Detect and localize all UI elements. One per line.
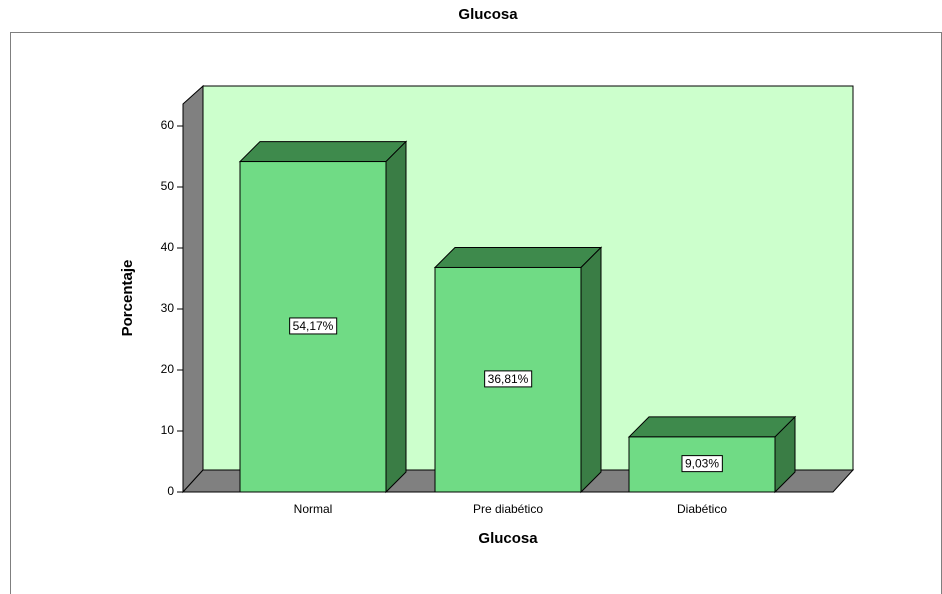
chart-title: Glucosa [458, 6, 518, 23]
bar-side [385, 140, 407, 494]
y-tick-label: 30 [161, 301, 175, 315]
x-tick-label: Pre diabético [473, 502, 543, 516]
bar-top [627, 416, 797, 438]
x-tick-label: Diabético [677, 502, 727, 516]
bar-top [433, 246, 603, 268]
bar-top [238, 141, 408, 163]
y-tick-label: 40 [161, 240, 175, 254]
side-wall [182, 84, 204, 494]
bar [434, 266, 582, 493]
value-label: 54,17% [293, 319, 334, 333]
y-tick-label: 60 [161, 118, 175, 132]
value-label-box [484, 370, 533, 388]
value-label-box [289, 317, 338, 335]
y-tick-label: 50 [161, 179, 175, 193]
value-label: 9,03% [685, 457, 719, 471]
bar-side [580, 246, 602, 494]
value-label: 36,81% [488, 372, 529, 386]
y-tick-label: 10 [161, 423, 175, 437]
value-label-box [681, 455, 723, 473]
x-axis-title: Glucosa [478, 530, 538, 547]
y-axis-title: Porcentaje [119, 260, 136, 337]
x-tick-label: Normal [294, 502, 333, 516]
y-tick-label: 20 [161, 362, 175, 376]
y-tick-label: 0 [167, 484, 174, 498]
